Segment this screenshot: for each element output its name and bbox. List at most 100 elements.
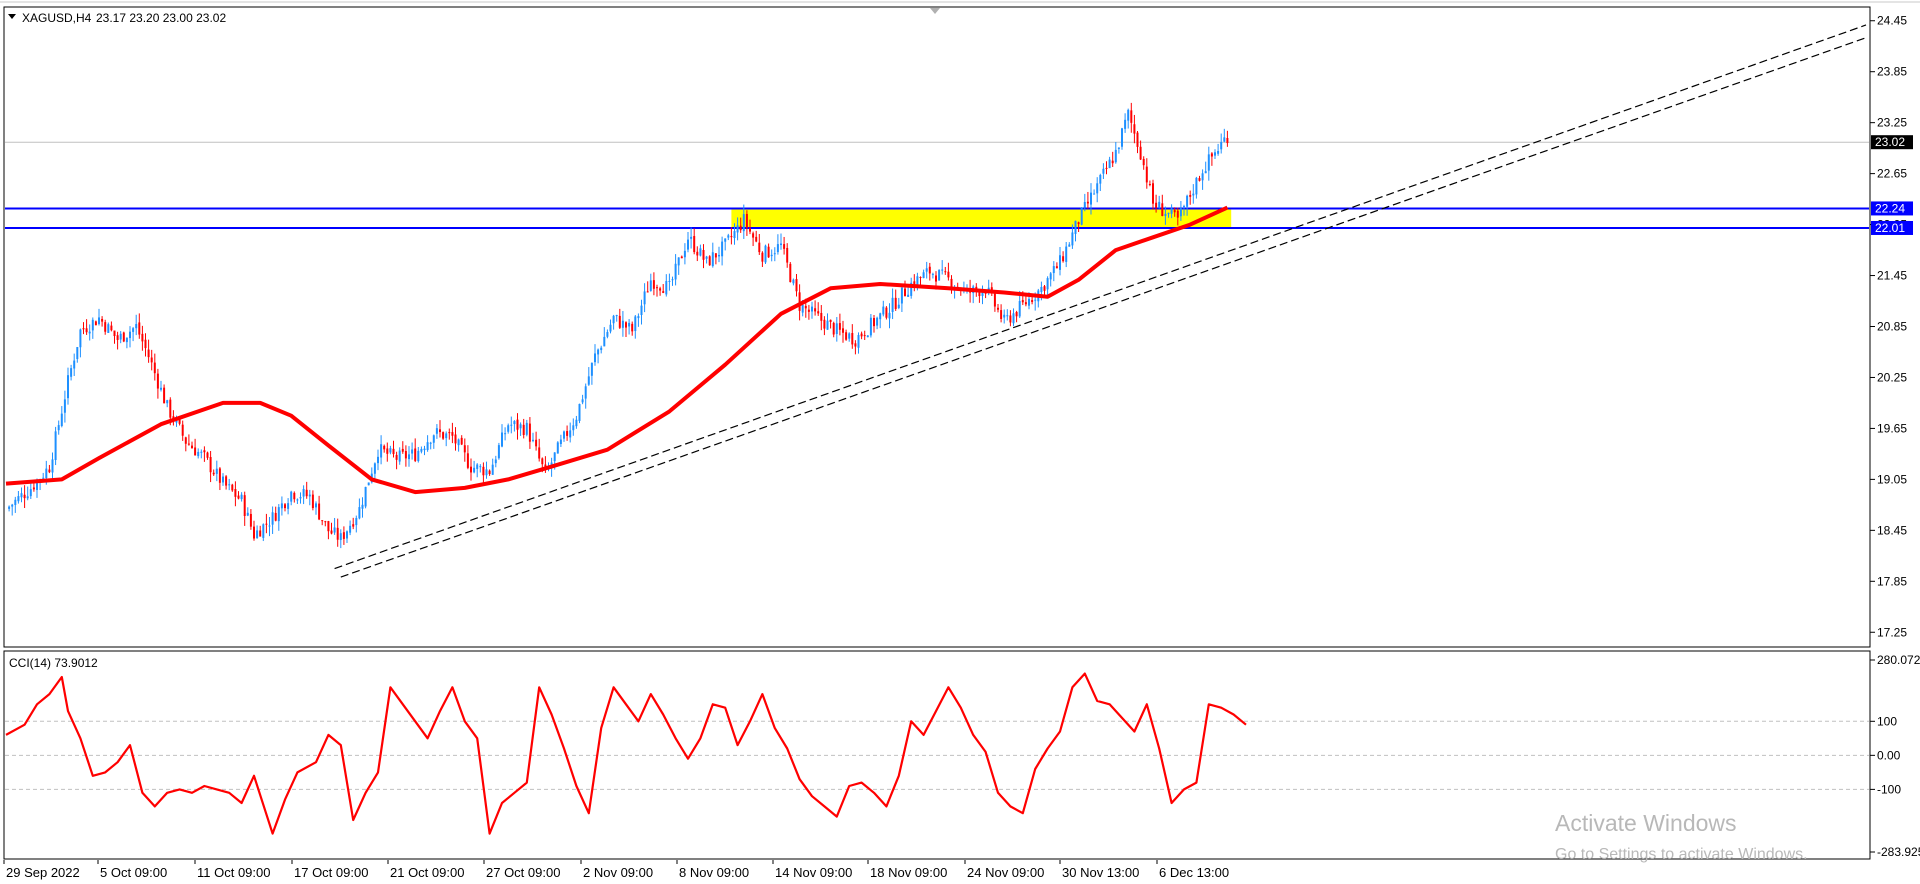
moving-average-line (5, 205, 1229, 495)
candle (305, 481, 308, 499)
candle (817, 302, 820, 316)
candle (597, 348, 600, 364)
candle (1093, 189, 1096, 195)
candle (479, 464, 482, 473)
price-tick-label: 17.25 (1877, 625, 1907, 639)
candle (510, 416, 513, 434)
candle (770, 249, 773, 262)
candle (1167, 212, 1170, 218)
candle (98, 308, 100, 326)
candle (885, 306, 888, 320)
candle (342, 526, 345, 545)
candle (222, 473, 224, 486)
candle (1226, 130, 1229, 147)
candle (141, 325, 144, 351)
candle (525, 419, 528, 437)
candle (321, 520, 324, 526)
candle (166, 399, 169, 408)
candle (57, 420, 60, 435)
candle (318, 495, 321, 521)
candle (938, 269, 941, 281)
candle (389, 445, 392, 455)
candle (854, 340, 857, 355)
candle (1173, 207, 1176, 217)
candle (60, 406, 63, 428)
time-tick-label: 14 Nov 09:00 (775, 865, 852, 880)
candle (448, 428, 451, 440)
support-levels[interactable] (5, 207, 1869, 229)
candle (981, 285, 984, 305)
candle (931, 272, 934, 279)
candle (714, 253, 717, 265)
candle (625, 321, 627, 337)
candle (256, 525, 259, 539)
candle (628, 319, 631, 335)
price-axis[interactable]: 24.4523.8523.2522.6522.0521.4520.8520.25… (1870, 14, 1907, 640)
candle (652, 272, 655, 296)
candle (683, 243, 686, 265)
candle (1006, 309, 1009, 321)
candle (1195, 176, 1198, 199)
candle (873, 314, 875, 333)
candle (491, 458, 494, 475)
candle (1133, 114, 1136, 144)
candle (1099, 173, 1102, 192)
candle (23, 485, 26, 509)
candle (364, 486, 367, 509)
candle (848, 332, 851, 342)
candle (324, 520, 327, 527)
candle (82, 322, 85, 335)
candle (451, 422, 454, 444)
candle (262, 523, 265, 542)
cci-axis[interactable]: 280.072 100 0.00 -100 -283.925 (1870, 653, 1920, 859)
candle (212, 469, 215, 476)
price-tick-label: 19.05 (1877, 472, 1907, 486)
time-tick-label: 11 Oct 09:00 (197, 865, 270, 880)
candle (383, 444, 386, 453)
candle (590, 362, 593, 385)
candle (460, 435, 463, 446)
time-axis[interactable]: 29 Sep 2022 5 Oct 09:00 11 Oct 09:00 17 Oct… (3, 860, 1229, 880)
symbol-dropdown-icon[interactable] (8, 14, 16, 19)
candle (1152, 179, 1154, 210)
candle (572, 418, 575, 436)
price-tick-label: 24.45 (1877, 14, 1907, 28)
candle (48, 464, 51, 474)
candle (1192, 184, 1195, 204)
candle (91, 317, 94, 339)
candle (246, 507, 249, 517)
time-tick-label: 24 Nov 09:00 (967, 865, 1044, 880)
candle (832, 321, 835, 338)
trendline[interactable] (334, 24, 1867, 570)
candle (101, 316, 104, 327)
candle (352, 517, 355, 530)
trendline-channel[interactable] (334, 24, 1867, 578)
candle (386, 442, 389, 462)
candle (618, 308, 621, 329)
candle (814, 300, 817, 316)
candle (1183, 204, 1185, 216)
level-price-tag-label: 22.01 (1875, 221, 1905, 235)
candle (900, 287, 903, 312)
candle (488, 469, 491, 476)
candle (327, 520, 330, 540)
candle (811, 301, 813, 319)
main-panel-frame (3, 6, 1871, 648)
candle (528, 417, 531, 449)
scroll-marker-icon[interactable] (930, 8, 940, 14)
price-tick-label: 23.85 (1877, 65, 1907, 79)
candle (1114, 141, 1117, 164)
candle (8, 505, 11, 512)
chart-ohlc: 23.17 23.20 23.00 23.02 (96, 11, 226, 25)
trendline[interactable] (340, 37, 1867, 578)
candle (606, 329, 609, 339)
candle (947, 262, 950, 281)
candle (377, 449, 379, 471)
candle (1024, 296, 1027, 307)
candle (240, 492, 243, 502)
candle (910, 277, 913, 299)
candle (718, 246, 720, 263)
candle (876, 316, 879, 330)
candle (1083, 193, 1086, 212)
